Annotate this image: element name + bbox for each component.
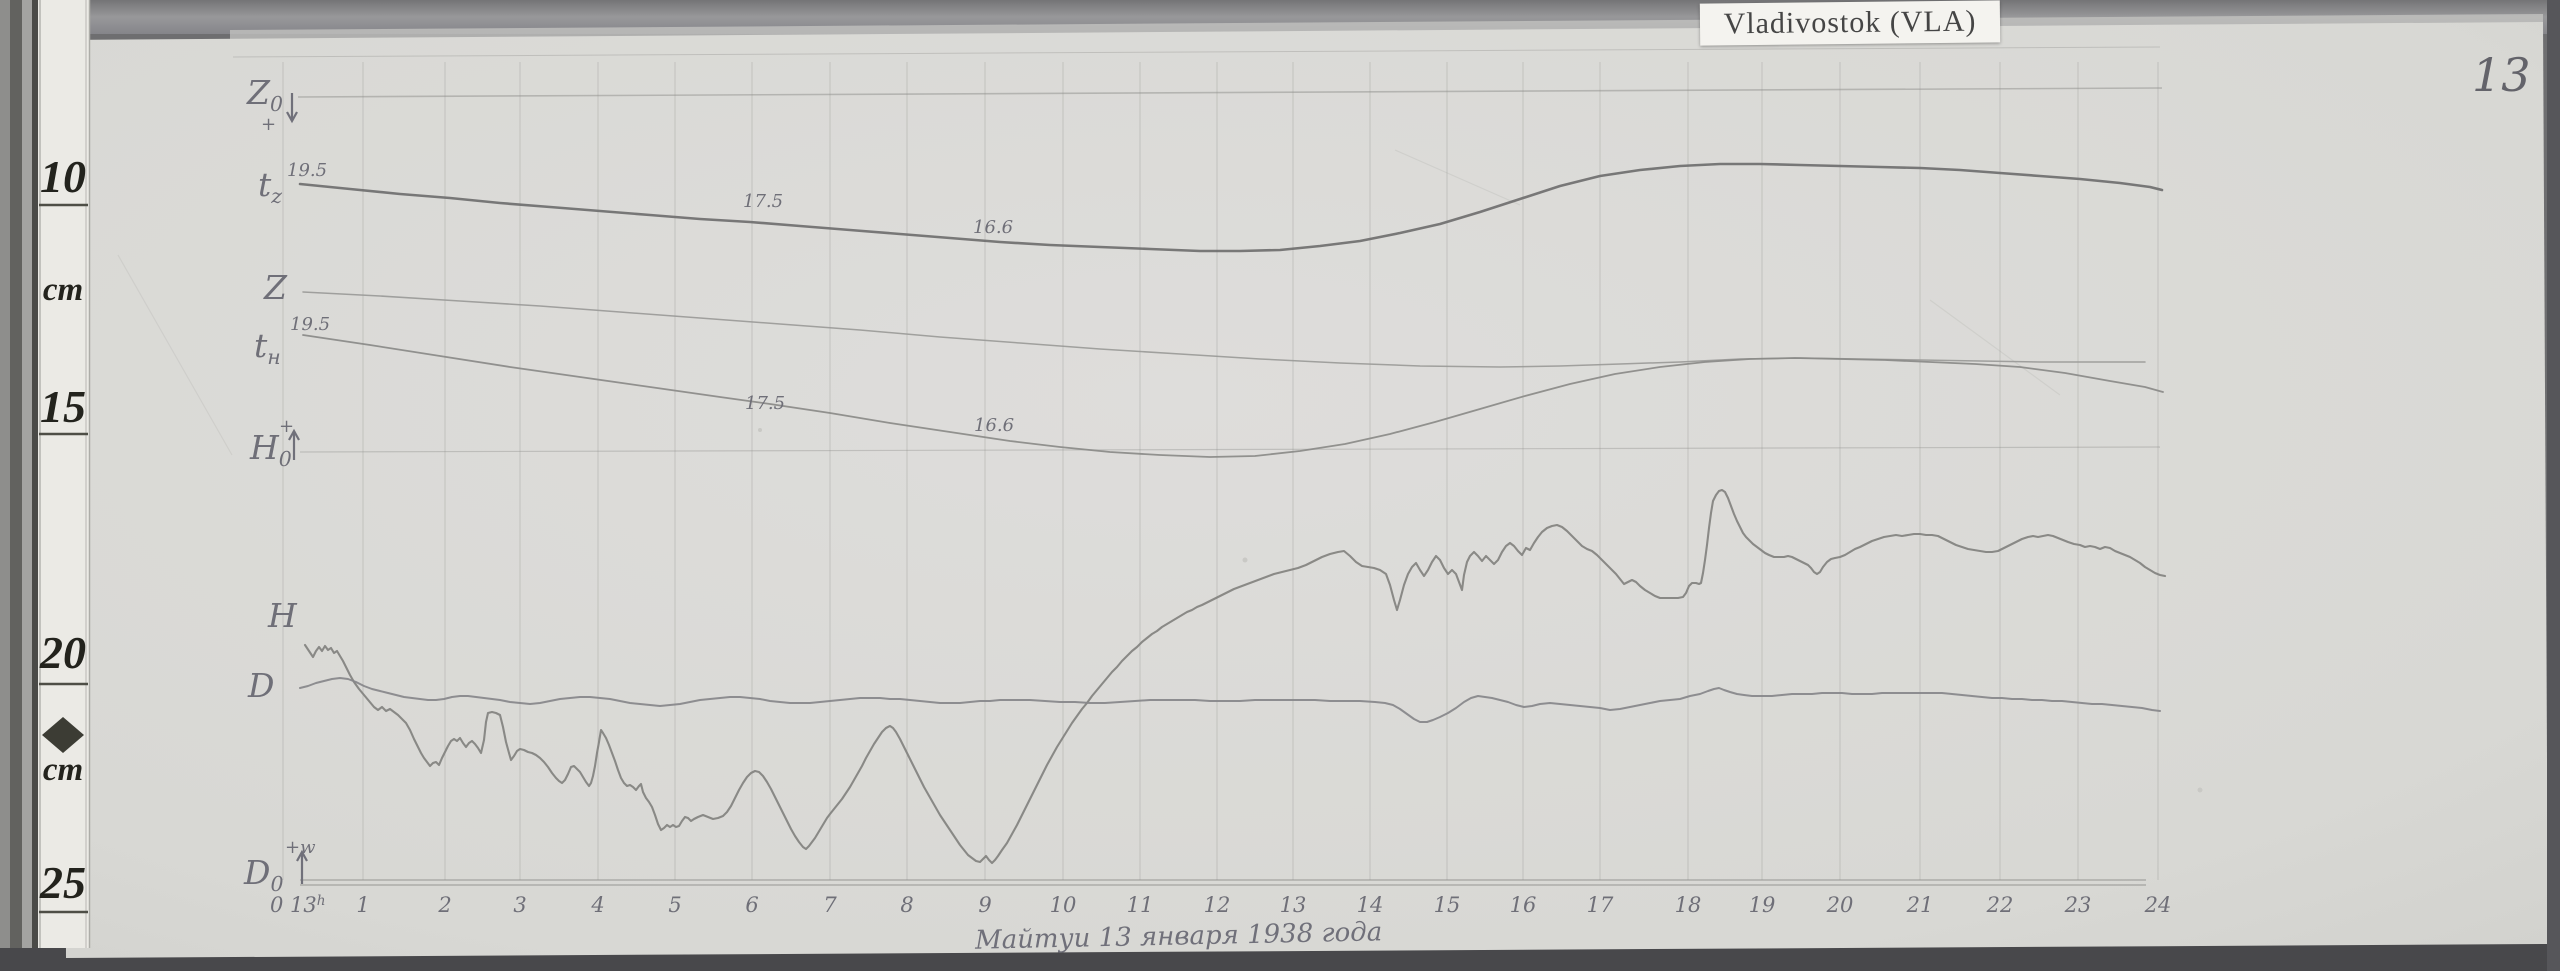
x-tick-17: 17	[1587, 893, 1614, 917]
H0-baseline	[299, 446, 2161, 453]
x-tick-13: 13	[1280, 893, 1307, 917]
curve-label-D: D	[247, 666, 274, 705]
annotation-16.6: 16.6	[973, 217, 1013, 238]
x-tick-8: 8	[900, 893, 913, 917]
ruler-mark-25: 25	[39, 857, 86, 908]
x-tick-2: 2	[437, 893, 451, 917]
annotation-16.6: 16.6	[974, 415, 1014, 436]
annotation-17.5: 17.5	[745, 393, 785, 414]
curve-label-Z: Z	[263, 268, 288, 307]
ruler-mark-10: 10	[40, 151, 86, 202]
record-sheet	[62, 22, 2548, 958]
scratch-marks	[117, 149, 2203, 793]
curve-label-D0: D0	[243, 853, 283, 896]
sheet-top-rule	[232, 46, 2161, 58]
curve-label-H: H	[267, 596, 298, 635]
x-tick-21: 21	[1906, 893, 1934, 917]
Z0-baseline	[297, 87, 2163, 98]
x-tick-16: 16	[1510, 893, 1537, 917]
curve-label-tz: tz	[258, 165, 282, 208]
x-tick-4: 4	[590, 893, 604, 917]
ruler-dark-strip	[10, 0, 22, 948]
trace-Z	[302, 291, 2146, 368]
annotation-+w: +w	[285, 837, 316, 858]
x-tick-013: 0 13h	[270, 893, 326, 917]
x-tick-14: 14	[1357, 893, 1384, 917]
down-arrow-icon	[286, 93, 298, 124]
x-tick-20: 20	[1826, 893, 1854, 917]
x-tick-19: 19	[1749, 893, 1776, 917]
x-tick-22: 22	[1986, 893, 2014, 917]
ruler-marks: 10 cm 15 20 cm 25	[39, 151, 88, 914]
x-tick-5: 5	[668, 893, 681, 917]
ruler-face	[38, 0, 90, 948]
annotation-17.5: 17.5	[743, 191, 783, 212]
x-tick-6: 6	[745, 893, 758, 917]
x-tick-10: 10	[1050, 893, 1077, 917]
annotation-19.5: 19.5	[290, 314, 330, 335]
x-tick-24: 24	[2144, 893, 2172, 917]
x-tick-9: 9	[978, 893, 991, 917]
ruler-diamond-icon	[42, 717, 84, 753]
x-tick-11: 11	[1127, 893, 1154, 917]
trace-D	[299, 677, 2161, 723]
ruler-mark-15: 15	[40, 381, 86, 432]
trace-t_z	[298, 162, 2164, 253]
x-tick-23: 23	[2064, 893, 2092, 917]
right-scan-edge	[2547, 0, 2560, 971]
station-label: Vladivostok (VLA)	[1699, 0, 2001, 46]
ruler-shadow-strip	[32, 0, 38, 948]
x-tick-7: 7	[823, 893, 837, 917]
curve-label-tн: tн	[254, 326, 281, 369]
curve-label-H0: H0	[249, 428, 292, 471]
annotation-+: +	[261, 114, 276, 135]
up-arrow-icon	[288, 428, 300, 460]
ruler: 10 cm 15 20 cm 25	[0, 0, 91, 948]
ruler-edge-strip	[0, 0, 10, 948]
ruler-mark-20: 20	[39, 627, 86, 678]
x-tick-18: 18	[1675, 893, 1702, 917]
trace-H	[303, 488, 2167, 865]
ruler-mark-cm: cm	[43, 752, 83, 788]
trace-t_H	[302, 334, 2164, 458]
ruler-mark-cm: cm	[43, 272, 83, 308]
ruler-light-strip	[22, 0, 32, 948]
plot-layer: 19.5 17.5 16.6 19.5 17.5 16.6 + + +w Z0 tz Ztн H0 HD D…	[232, 46, 2172, 917]
x-tick-12: 12	[1204, 893, 1231, 917]
x-tick-1: 1	[356, 893, 369, 917]
up-arrow-icon	[296, 849, 308, 884]
page-number: 13	[2472, 48, 2531, 102]
x-tick-15: 15	[1434, 893, 1461, 917]
annotation-+: +	[279, 416, 294, 437]
curve-label-Z0: Z0	[246, 73, 283, 116]
annotation-19.5: 19.5	[287, 160, 327, 181]
x-tick-3: 3	[513, 893, 526, 917]
